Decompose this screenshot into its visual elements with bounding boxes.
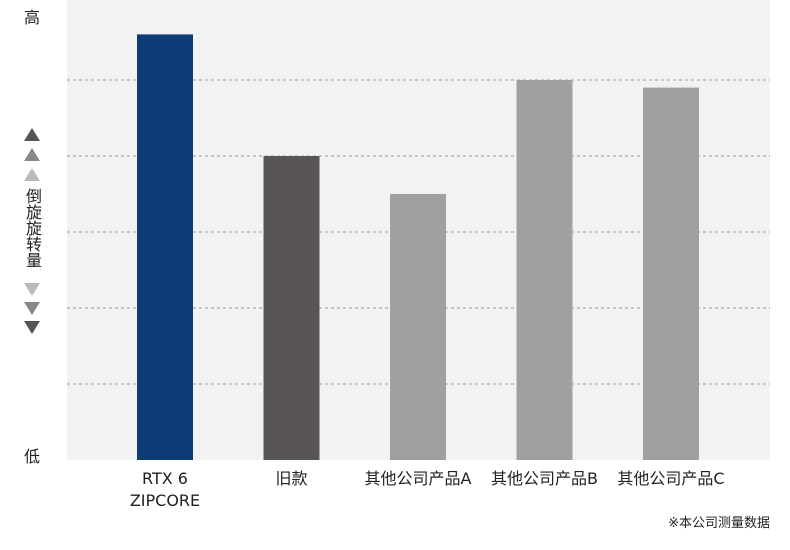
arrow-down	[24, 321, 40, 334]
arrow-up	[24, 128, 40, 141]
arrow-up	[24, 168, 40, 181]
y-axis-label: 倒旋旋转量	[23, 188, 42, 268]
y-top-label: 高	[24, 8, 41, 27]
arrow-down	[24, 302, 40, 315]
bar	[516, 80, 573, 460]
arrow-down	[24, 283, 40, 296]
x-tick-label: 其他公司产品C	[617, 469, 725, 488]
bar	[390, 194, 446, 460]
x-tick-label: 旧款	[275, 469, 308, 488]
note: ※本公司测量数据	[668, 516, 770, 531]
x-tick-label: RTX 6 ZIPCORE	[129, 469, 201, 510]
bar	[137, 34, 193, 461]
x-tick-label: 其他公司产品A	[364, 469, 472, 488]
y-bottom-label: 低	[24, 447, 41, 466]
bar	[263, 156, 320, 460]
arrow-up	[24, 148, 40, 161]
bar	[643, 87, 699, 460]
x-tick-label: 其他公司产品B	[491, 469, 598, 488]
